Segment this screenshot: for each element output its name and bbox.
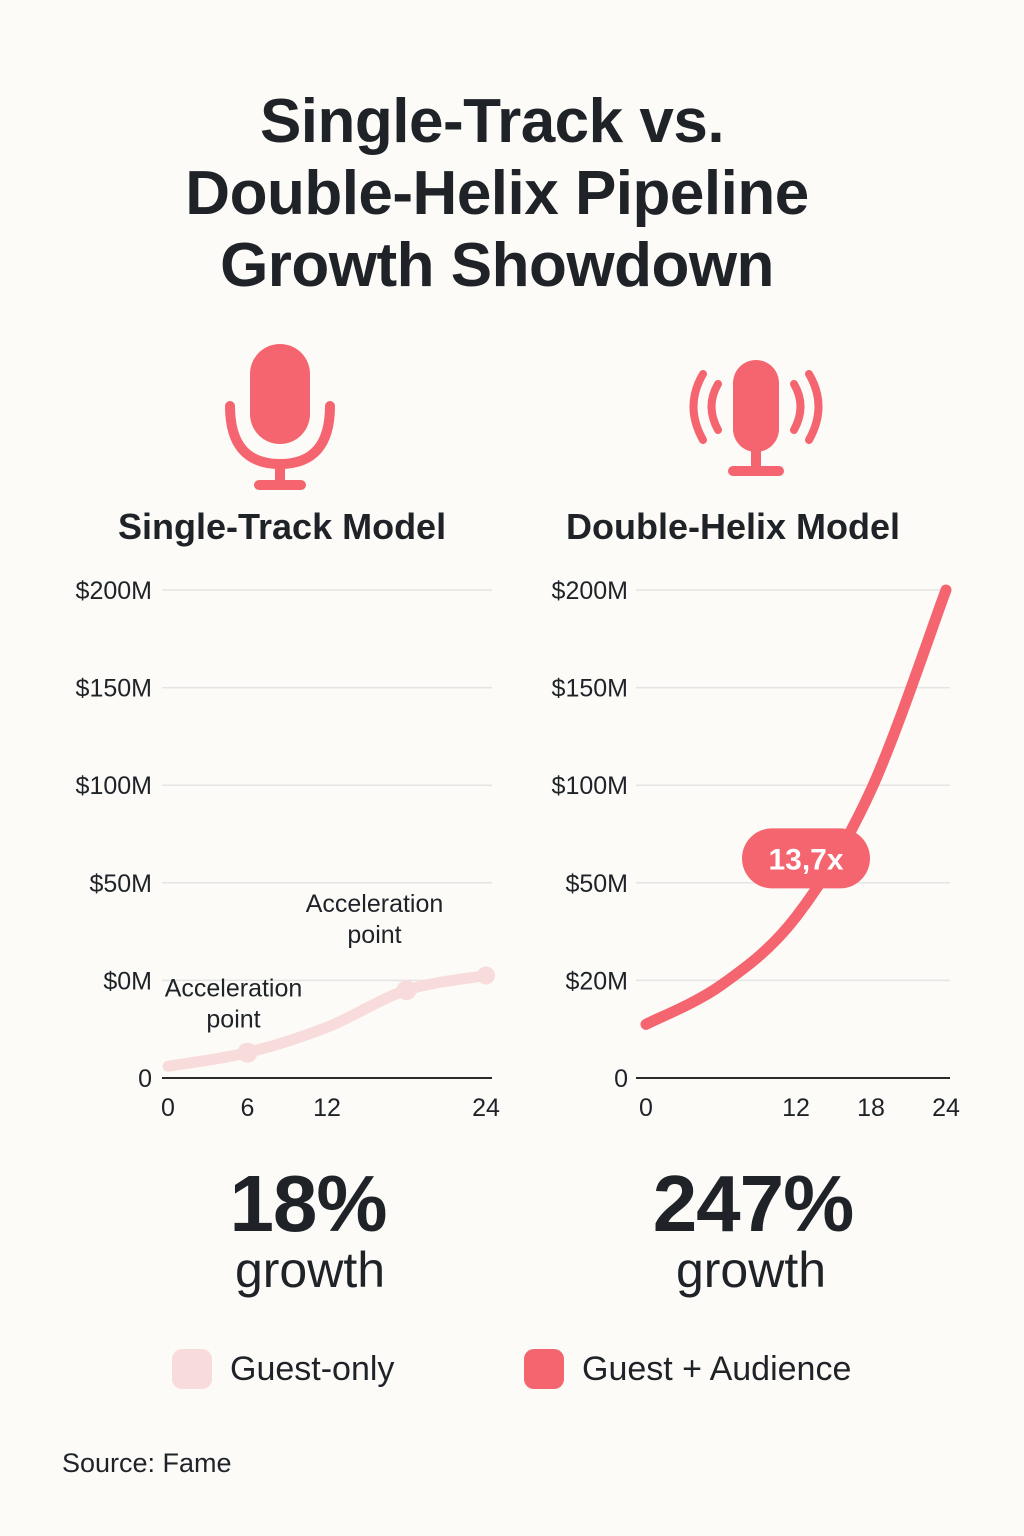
double-helix-series-line bbox=[640, 584, 952, 1030]
single-track-x-tick-label: 6 bbox=[241, 1094, 255, 1122]
source-note: Source: Fame bbox=[62, 1448, 232, 1478]
single-track-growth-value: 18% bbox=[229, 1159, 387, 1248]
single-track-y-tick-label: 0 bbox=[138, 1065, 152, 1093]
legend-label-guest-audience: Guest + Audience bbox=[582, 1349, 852, 1388]
legend-swatch-guest-only bbox=[172, 1349, 212, 1389]
legend-item-guest-only: Guest-only bbox=[172, 1348, 394, 1390]
double-helix-x-tick-label: 24 bbox=[932, 1094, 960, 1122]
single-track-x-tick-label: 12 bbox=[313, 1094, 341, 1122]
single-track-end-point-marker bbox=[477, 966, 495, 985]
single-track-series-line bbox=[162, 970, 492, 1072]
double-helix-x-tick-label: 12 bbox=[782, 1094, 810, 1122]
double-helix-growth-label: growth bbox=[675, 1242, 827, 1298]
chart-title: Single-Track vs. Double-Helix Pipeline G… bbox=[0, 86, 1024, 302]
double-helix-y-tick-label: $100M bbox=[552, 772, 628, 800]
single-track-x-tick-label: 0 bbox=[161, 1094, 175, 1122]
single-track-x-tick-label: 24 bbox=[472, 1094, 500, 1122]
double-helix-y-tick-label: $150M bbox=[552, 675, 628, 703]
single-track-acceleration-point-marker bbox=[396, 980, 417, 1001]
legend-swatch-guest-audience bbox=[524, 1349, 564, 1389]
double-helix-y-tick-label: $50M bbox=[565, 870, 628, 898]
single-track-acceleration-label: point bbox=[347, 921, 401, 949]
single-track-model-title: Single-Track Model bbox=[118, 506, 447, 547]
microphone-broadcast-icon bbox=[689, 360, 823, 476]
title-line-2: Double-Helix Pipeline bbox=[185, 159, 809, 228]
double-helix-multiplier-badge-label: 13,7x bbox=[768, 843, 843, 876]
single-track-acceleration-point-marker bbox=[237, 1042, 258, 1063]
microphone-icon bbox=[225, 344, 335, 490]
double-helix-x-tick-label: 18 bbox=[857, 1094, 885, 1122]
single-track-growth-label: growth bbox=[234, 1242, 386, 1298]
double-helix-model-title: Double-Helix Model bbox=[566, 506, 901, 547]
double-helix-multiplier-badge bbox=[742, 828, 870, 889]
title-line-1: Single-Track vs. bbox=[259, 87, 725, 156]
single-track-y-tick-label: $100M bbox=[76, 772, 152, 800]
single-track-y-tick-label: $50M bbox=[89, 870, 152, 898]
single-track-acceleration-label: Acceleration bbox=[306, 890, 444, 918]
title-line-3: Growth Showdown bbox=[220, 231, 774, 300]
single-track-acceleration-label: Acceleration bbox=[165, 975, 303, 1003]
double-helix-x-tick-label: 0 bbox=[639, 1094, 653, 1122]
single-track-y-tick-label: $0M bbox=[103, 967, 152, 995]
single-track-acceleration-label: point bbox=[206, 1006, 260, 1034]
double-helix-y-tick-label: $20M bbox=[565, 967, 628, 995]
single-track-y-tick-label: $200M bbox=[76, 577, 152, 605]
legend-label-guest-only: Guest-only bbox=[230, 1349, 395, 1388]
double-helix-y-tick-label: $200M bbox=[552, 577, 628, 605]
single-track-y-tick-label: $150M bbox=[76, 675, 152, 703]
legend-item-guest-audience: Guest + Audience bbox=[524, 1348, 851, 1390]
double-helix-growth-value: 247% bbox=[652, 1159, 855, 1248]
growth-charts: 0 $0M $50M $100M $150M $200M 0 6 12 24 Acceleratio… bbox=[76, 577, 960, 1122]
double-helix-y-tick-label: 0 bbox=[614, 1065, 628, 1093]
